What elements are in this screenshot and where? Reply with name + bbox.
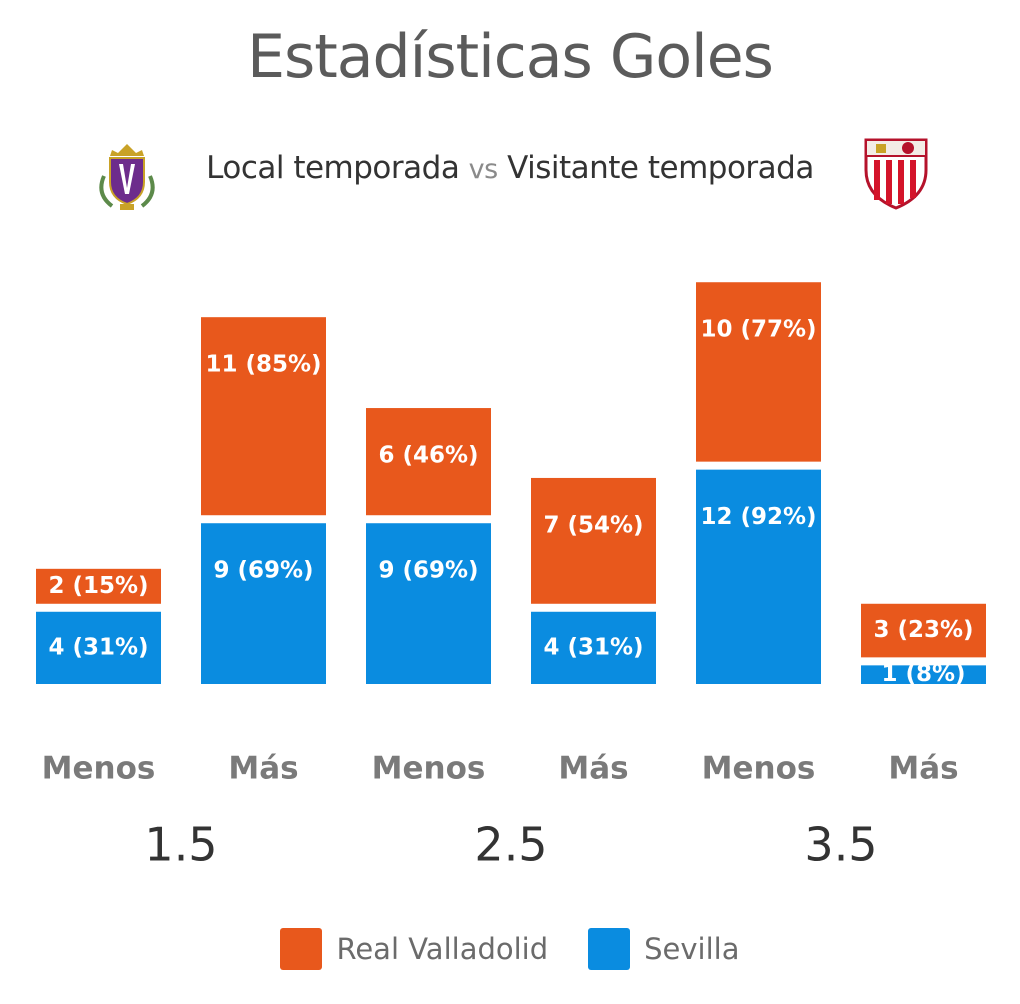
bar-real-valladolid-5 [696, 282, 821, 462]
legend-swatch-real-valladolid [280, 928, 323, 970]
data-label-sevilla-2: 9 (69%) [213, 558, 313, 584]
legend-item-sevilla: Sevilla [588, 928, 740, 970]
bar-sevilla-5 [696, 469, 821, 684]
subtitle-vs: vs [468, 154, 499, 185]
data-label-sevilla-6: 1 (8%) [881, 661, 965, 687]
data-label-real-valladolid-1: 2 (15%) [48, 573, 148, 599]
legend-label: Sevilla [644, 932, 740, 966]
legend-item-real-valladolid: Real Valladolid [280, 928, 548, 970]
x-tick-label-4: Más [558, 751, 628, 787]
bar-real-valladolid-6 [861, 603, 986, 658]
x-tick-label-5: Menos [702, 751, 816, 787]
bar-sevilla-1 [36, 611, 161, 684]
data-label-sevilla-1: 4 (31%) [48, 634, 148, 660]
subtitle: Local temporada vs Visitante temporada [0, 150, 1020, 186]
data-label-sevilla-4: 4 (31%) [543, 634, 643, 660]
subtitle-home: Local temporada [206, 150, 460, 186]
real-valladolid-crest-icon [99, 144, 155, 210]
bar-sevilla-3 [366, 523, 491, 684]
x-tick-label-1: Menos [42, 751, 156, 787]
group-label-3: 3.5 [804, 818, 877, 872]
x-tick-label-2: Más [228, 751, 298, 787]
sevilla-crest-icon [864, 138, 928, 210]
bar-real-valladolid-1 [36, 568, 161, 604]
data-label-real-valladolid-6: 3 (23%) [873, 617, 973, 643]
group-label-1: 1.5 [144, 818, 217, 872]
x-tick-label-3: Menos [372, 751, 486, 787]
bar-sevilla-4 [531, 611, 656, 684]
bar-sevilla-2 [201, 523, 326, 684]
data-label-real-valladolid-5: 10 (77%) [700, 317, 816, 343]
data-label-sevilla-5: 12 (92%) [700, 504, 816, 530]
data-label-real-valladolid-2: 11 (85%) [205, 352, 321, 378]
data-label-real-valladolid-4: 7 (54%) [543, 512, 643, 538]
subtitle-away: Visitante temporada [507, 150, 814, 186]
bar-real-valladolid-4 [531, 477, 656, 604]
legend-swatch-sevilla [588, 928, 631, 970]
bar-real-valladolid-2 [201, 317, 326, 516]
bar-real-valladolid-3 [366, 408, 491, 516]
goals-bar-chart: 4 (31%) 2 (15%) Menos 9 (69%) 11 (85%) Más 9 (… [36, 282, 986, 872]
legend: Real Valladolid Sevilla [0, 928, 1020, 970]
data-label-sevilla-3: 9 (69%) [378, 558, 478, 584]
data-label-real-valladolid-3: 6 (46%) [378, 443, 478, 469]
legend-label: Real Valladolid [336, 932, 549, 966]
chart-title: Estadísticas Goles [247, 22, 774, 92]
bar-sevilla-6 [861, 665, 986, 684]
group-label-2: 2.5 [474, 818, 547, 872]
x-tick-label-6: Más [888, 751, 958, 787]
